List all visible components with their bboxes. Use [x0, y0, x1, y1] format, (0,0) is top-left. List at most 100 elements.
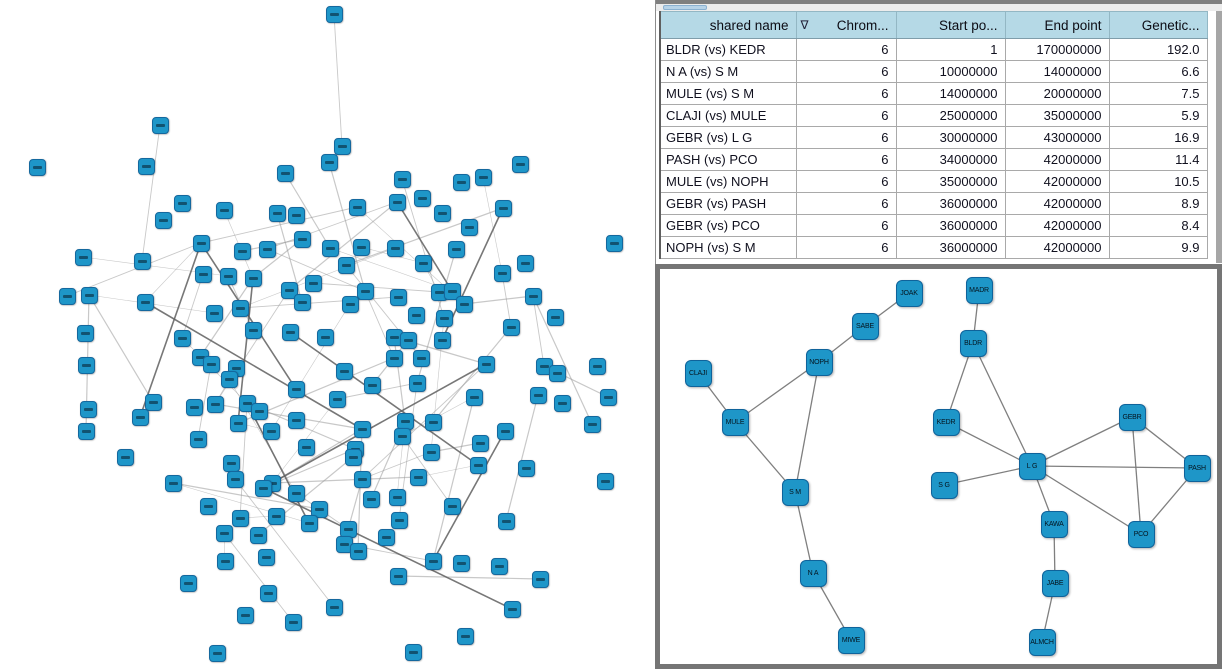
network-node[interactable]: [220, 370, 238, 388]
network-node[interactable]: [293, 230, 311, 248]
network-node[interactable]: [310, 500, 328, 518]
network-node[interactable]: [226, 470, 244, 488]
network-node[interactable]: [320, 153, 338, 171]
table-cell[interactable]: NOPH (vs) S M: [659, 236, 797, 259]
network-node[interactable]: [455, 295, 473, 313]
network-node[interactable]: [385, 328, 403, 346]
network-edge[interactable]: [943, 465, 1033, 486]
network-node[interactable]: [352, 238, 370, 256]
network-node[interactable]: [414, 254, 432, 272]
table-cell[interactable]: 6: [795, 126, 897, 149]
network-node[interactable]: [151, 116, 169, 134]
network-node[interactable]: [328, 390, 346, 408]
network-node[interactable]: [493, 264, 511, 282]
network-node[interactable]: [77, 356, 95, 374]
network-node[interactable]: [136, 293, 154, 311]
table-cell[interactable]: 42000000: [1004, 148, 1110, 171]
network-node[interactable]: [388, 488, 406, 506]
network-node[interactable]: [471, 434, 489, 452]
network-node[interactable]: [287, 380, 305, 398]
network-node[interactable]: [154, 211, 172, 229]
network-node[interactable]: CLAJI: [684, 359, 712, 387]
network-node[interactable]: [496, 422, 514, 440]
table-row[interactable]: NOPH (vs) S M 6 36000000 42000000 9.9: [659, 236, 1208, 259]
horizontal-scrollbar-track[interactable]: [656, 4, 1222, 11]
network-node[interactable]: [206, 395, 224, 413]
network-node[interactable]: [497, 512, 515, 530]
network-node[interactable]: [185, 398, 203, 416]
network-node[interactable]: [474, 168, 492, 186]
table-cell[interactable]: 1: [895, 38, 1006, 61]
network-node[interactable]: [164, 474, 182, 492]
network-node[interactable]: [424, 552, 442, 570]
network-node[interactable]: [433, 204, 451, 222]
column-header-end-point[interactable]: End point: [1004, 11, 1110, 39]
network-node[interactable]: [583, 415, 601, 433]
table-cell[interactable]: MULE (vs) S M: [659, 82, 797, 105]
network-edge[interactable]: [945, 421, 1033, 467]
network-node[interactable]: [116, 448, 134, 466]
network-node[interactable]: [250, 402, 268, 420]
table-cell[interactable]: 6: [795, 214, 897, 237]
network-node[interactable]: [386, 239, 404, 257]
network-node[interactable]: [546, 308, 564, 326]
table-cell[interactable]: 43000000: [1004, 126, 1110, 149]
network-node[interactable]: [599, 388, 617, 406]
network-node[interactable]: [447, 240, 465, 258]
network-node[interactable]: [74, 248, 92, 266]
table-cell[interactable]: 42000000: [1004, 192, 1110, 215]
network-edge[interactable]: [1031, 465, 1142, 535]
network-node[interactable]: [388, 193, 406, 211]
network-node[interactable]: [389, 288, 407, 306]
network-node[interactable]: GEBR: [1118, 403, 1146, 431]
table-cell[interactable]: 6: [795, 104, 897, 127]
network-node[interactable]: L G: [1018, 452, 1046, 480]
network-node[interactable]: [137, 157, 155, 175]
network-node[interactable]: [344, 448, 362, 466]
network-edge[interactable]: [794, 361, 820, 493]
network-node[interactable]: [337, 256, 355, 274]
table-cell[interactable]: BLDR (vs) KEDR: [659, 38, 797, 61]
network-node[interactable]: [173, 194, 191, 212]
network-node[interactable]: [531, 570, 549, 588]
table-cell[interactable]: 42000000: [1004, 214, 1110, 237]
network-node[interactable]: MADR: [965, 276, 993, 304]
network-node[interactable]: [456, 627, 474, 645]
network-node[interactable]: [202, 355, 220, 373]
table-cell[interactable]: GEBR (vs) L G: [659, 126, 797, 149]
table-cell[interactable]: 6: [795, 148, 897, 171]
table-cell[interactable]: 16.9: [1108, 126, 1208, 149]
column-header-start-position[interactable]: Start po...: [895, 11, 1006, 39]
table-cell[interactable]: 8.9: [1108, 192, 1208, 215]
network-node[interactable]: [284, 613, 302, 631]
network-edge[interactable]: [1031, 416, 1133, 467]
column-header-shared-name[interactable]: shared name: [659, 11, 797, 39]
network-node[interactable]: [511, 155, 529, 173]
network-node[interactable]: [435, 309, 453, 327]
network-node[interactable]: S G: [930, 471, 958, 499]
table-cell[interactable]: GEBR (vs) PCO: [659, 214, 797, 237]
network-node[interactable]: [339, 520, 357, 538]
network-node[interactable]: [244, 269, 262, 287]
table-cell[interactable]: 6: [795, 38, 897, 61]
network-node[interactable]: [409, 468, 427, 486]
table-cell[interactable]: CLAJI (vs) MULE: [659, 104, 797, 127]
network-node[interactable]: [333, 137, 351, 155]
network-node[interactable]: [385, 349, 403, 367]
network-node[interactable]: [548, 364, 566, 382]
network-node[interactable]: [588, 357, 606, 375]
network-node[interactable]: [363, 376, 381, 394]
table-row[interactable]: CLAJI (vs) MULE 6 25000000 35000000 5.9: [659, 104, 1208, 127]
table-cell[interactable]: 36000000: [895, 236, 1006, 259]
network-node[interactable]: [341, 295, 359, 313]
table-cell[interactable]: 6: [795, 236, 897, 259]
network-node[interactable]: MIWE: [837, 626, 865, 654]
vertical-scrollbar[interactable]: [1216, 11, 1222, 263]
network-node[interactable]: PASH: [1183, 454, 1211, 482]
network-node[interactable]: [222, 454, 240, 472]
table-cell[interactable]: 42000000: [1004, 170, 1110, 193]
network-node[interactable]: [79, 400, 97, 418]
network-node[interactable]: [297, 438, 315, 456]
table-cell[interactable]: 35000000: [1004, 104, 1110, 127]
network-node[interactable]: BLDR: [959, 329, 987, 357]
